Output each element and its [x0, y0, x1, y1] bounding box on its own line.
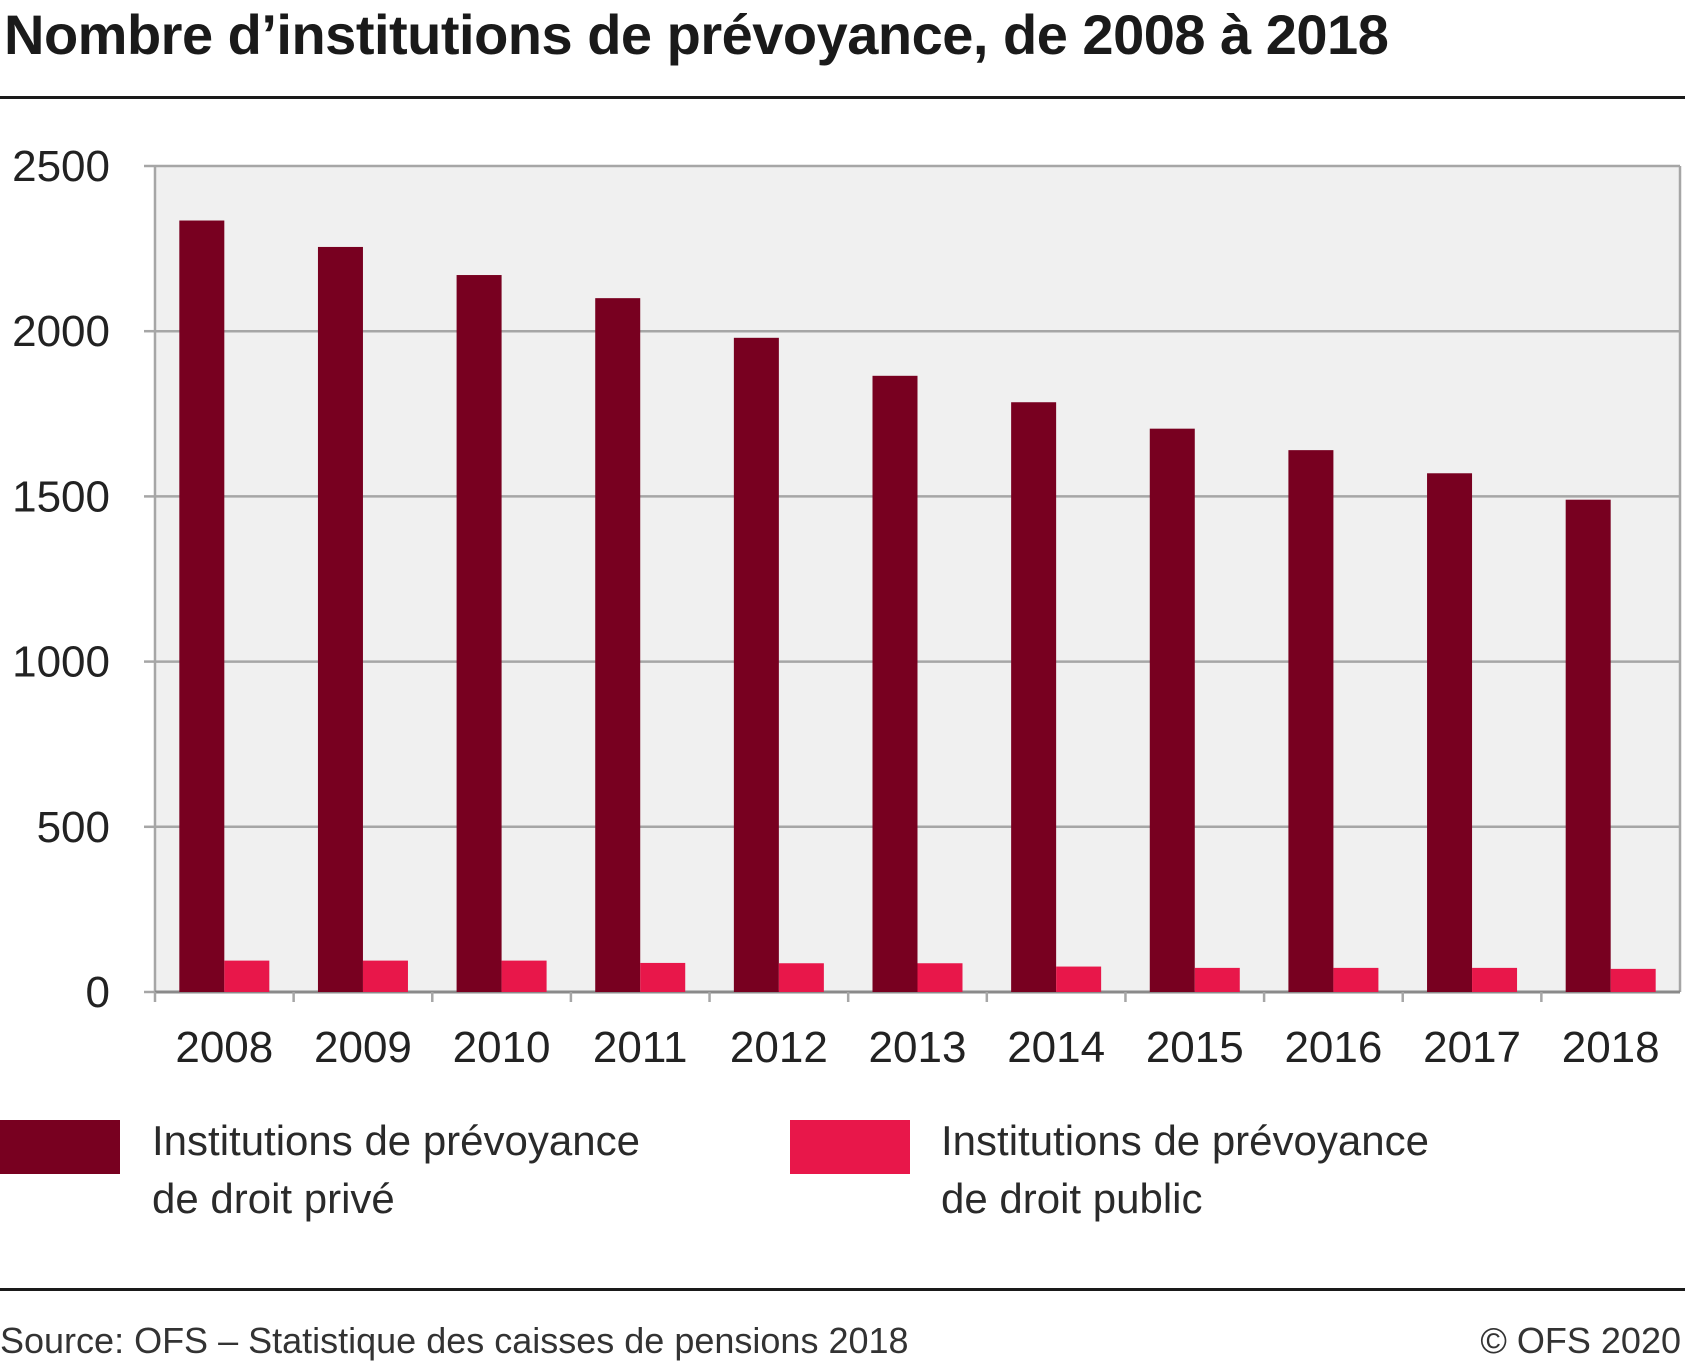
bar-public-2016: [1333, 967, 1379, 992]
bar-private-2013: [872, 375, 918, 993]
x-tick-label-2016: 2016: [1284, 1023, 1382, 1072]
bar-public-2013: [917, 963, 963, 992]
bar-public-2014: [1056, 966, 1102, 992]
copyright-note: © OFS 2020: [1480, 1320, 1681, 1361]
x-tick-label-2010: 2010: [453, 1023, 551, 1072]
y-tick-label-1500: 1500: [12, 472, 110, 521]
x-tick-label-2012: 2012: [730, 1023, 828, 1072]
legend-label-public-line2: de droit public: [941, 1175, 1203, 1222]
x-tick-label-2017: 2017: [1423, 1023, 1521, 1072]
x-tick-label-2015: 2015: [1146, 1023, 1244, 1072]
y-tick-label-2500: 2500: [12, 142, 110, 191]
x-tick-label-2008: 2008: [175, 1023, 273, 1072]
bar-private-2009: [317, 246, 363, 992]
bar-private-2017: [1427, 473, 1473, 993]
y-tick-label-500: 500: [37, 803, 110, 852]
y-tick-label-1000: 1000: [12, 638, 110, 687]
bar-private-2008: [179, 220, 225, 993]
bar-public-2011: [640, 962, 686, 992]
bar-public-2012: [778, 963, 824, 992]
y-tick-label-2000: 2000: [12, 307, 110, 356]
bar-private-2010: [456, 275, 502, 993]
legend-label-public-line1: Institutions de prévoyance: [941, 1117, 1429, 1164]
bar-private-2016: [1288, 450, 1334, 992]
source-note: Source: OFS – Statistique des caisses de…: [0, 1320, 909, 1361]
bar-private-2012: [733, 337, 779, 993]
x-tick-label-2013: 2013: [869, 1023, 967, 1072]
chart-title: Nombre d’institutions de prévoyance, de …: [4, 3, 1389, 66]
bar-chart: 0 500 1000 1500 2000 2500 2008 2009 2010 2011 2012…: [12, 142, 1682, 1072]
bar-private-2015: [1149, 428, 1195, 993]
x-tick-label-2018: 2018: [1562, 1023, 1660, 1072]
y-tick-label-0: 0: [86, 968, 110, 1017]
bar-private-2011: [595, 298, 641, 992]
x-tick-label-2014: 2014: [1007, 1023, 1105, 1072]
legend-label-private: Institutions de prévoyance de droit priv…: [152, 1112, 732, 1228]
top-rule: [0, 96, 1685, 99]
legend-label-private-line2: de droit privé: [152, 1175, 395, 1222]
bottom-rule: [0, 1288, 1685, 1291]
x-tick-label-2011: 2011: [593, 1023, 688, 1072]
bar-public-2010: [501, 960, 547, 992]
bar-private-2018: [1565, 499, 1611, 992]
bar-public-2008: [224, 960, 270, 992]
bar-public-2015: [1194, 967, 1240, 992]
legend-swatch-public: [790, 1120, 910, 1174]
x-tick-label-2009: 2009: [314, 1023, 412, 1072]
bar-private-2014: [1011, 402, 1057, 993]
legend-swatch-private: [0, 1120, 120, 1174]
legend-label-private-line1: Institutions de prévoyance: [152, 1117, 640, 1164]
bar-public-2017: [1472, 967, 1518, 992]
bar-public-2009: [362, 960, 408, 992]
bar-public-2018: [1610, 968, 1656, 992]
legend-label-public: Institutions de prévoyance de droit publ…: [941, 1112, 1521, 1228]
